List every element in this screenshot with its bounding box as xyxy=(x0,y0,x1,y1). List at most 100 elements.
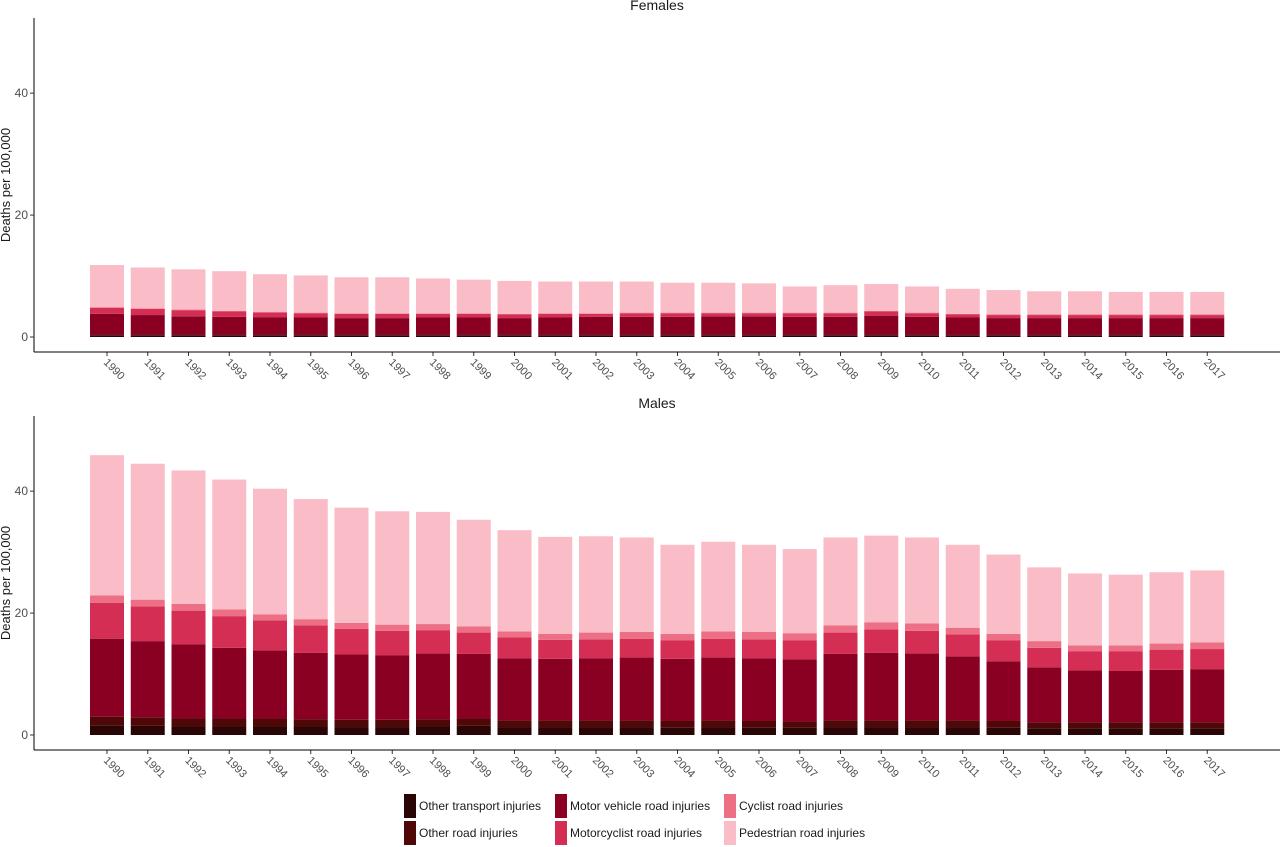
legend-item-motor-vehicle: Motor vehicle road injuries xyxy=(554,793,710,819)
males-bar-2012-motorcyclist-road-injuries xyxy=(986,640,1021,662)
females-bar-1993-cyclist-road-injuries xyxy=(212,310,247,312)
males-bar-2008-cyclist-road-injuries xyxy=(823,625,858,633)
females-bar-2005-other-transport-injuries xyxy=(701,335,736,337)
females-bar-1999-motorcyclist-road-injuries xyxy=(456,313,491,318)
males-bar-1993-motorcyclist-road-injuries xyxy=(212,616,247,648)
males-bar-2007-other-transport-injuries xyxy=(782,727,817,735)
males-bar-1991-motor-vehicle-road-injuries xyxy=(130,641,165,718)
females-y-tick-label-20: 20 xyxy=(15,208,29,222)
females-x-tick-label-1990: 1990 xyxy=(101,357,127,383)
males-bar-1994-other-transport-injuries xyxy=(253,726,287,735)
females-bar-2016-pedestrian-road-injuries xyxy=(1149,291,1184,315)
legend-item-cyclist: Cyclist road injuries xyxy=(723,793,843,819)
males-bar-1995-other-road-injuries xyxy=(293,719,328,727)
males-bar-2016-other-road-injuries xyxy=(1149,722,1184,729)
males-bar-2015-motorcyclist-road-injuries xyxy=(1108,651,1143,671)
males-bar-2006-motorcyclist-road-injuries xyxy=(742,639,776,659)
females-bar-2005-cyclist-road-injuries xyxy=(701,312,736,314)
females-bar-2003-motorcyclist-road-injuries xyxy=(619,313,654,317)
females-bar-2006-pedestrian-road-injuries xyxy=(742,283,776,313)
females-bar-2011-other-transport-injuries xyxy=(945,335,980,337)
females-bar-2007-other-road-injuries xyxy=(782,334,817,336)
females-bar-1994-motor-vehicle-road-injuries xyxy=(253,317,287,335)
males-bar-2009-cyclist-road-injuries xyxy=(864,622,899,630)
females-x-tick-label-1999: 1999 xyxy=(468,357,494,383)
legend-swatch-other-road xyxy=(403,820,417,846)
females-bar-1999-other-road-injuries xyxy=(456,334,491,336)
females-bar-2003-other-road-injuries xyxy=(619,334,654,336)
males-bar-2017-cyclist-road-injuries xyxy=(1190,642,1225,650)
females-bar-1994-other-road-injuries xyxy=(253,334,287,336)
males-bar-2017-pedestrian-road-injuries xyxy=(1190,570,1225,643)
females-bar-2016-cyclist-road-injuries xyxy=(1149,314,1184,316)
females-bar-1996-pedestrian-road-injuries xyxy=(334,277,369,314)
females-bar-1994-cyclist-road-injuries xyxy=(253,312,287,313)
females-bar-1998-pedestrian-road-injuries xyxy=(416,278,450,314)
males-bar-2001-motor-vehicle-road-injuries xyxy=(538,658,573,721)
legend-label-motorcyclist: Motorcyclist road injuries xyxy=(570,826,703,840)
males-bar-1999-cyclist-road-injuries xyxy=(456,626,491,633)
females-bar-2012-other-transport-injuries xyxy=(986,335,1021,337)
females-bar-2001-motorcyclist-road-injuries xyxy=(538,313,573,318)
females-bar-2008-cyclist-road-injuries xyxy=(823,312,858,314)
males-bar-1998-other-transport-injuries xyxy=(416,726,450,735)
females-bar-2006-cyclist-road-injuries xyxy=(742,312,776,314)
males-bar-2008-other-transport-injuries xyxy=(823,727,858,735)
females-bar-2009-motorcyclist-road-injuries xyxy=(864,311,899,316)
females-bar-2015-motorcyclist-road-injuries xyxy=(1108,315,1143,319)
males-x-tick-label-1990: 1990 xyxy=(101,755,127,781)
females-bar-2006-other-road-injuries xyxy=(742,334,776,336)
females-bar-1997-other-road-injuries xyxy=(375,334,410,336)
females-bar-2007-motorcyclist-road-injuries xyxy=(782,313,817,317)
females-bar-2017-cyclist-road-injuries xyxy=(1190,314,1225,316)
legend-item-pedestrian: Pedestrian road injuries xyxy=(723,820,865,846)
females-bar-1995-motor-vehicle-road-injuries xyxy=(293,317,328,335)
males-x-tick-label-2016: 2016 xyxy=(1160,755,1186,781)
females-bar-2001-motor-vehicle-road-injuries xyxy=(538,317,573,335)
females-bar-2005-pedestrian-road-injuries xyxy=(701,282,736,313)
females-bar-1994-other-transport-injuries xyxy=(253,335,287,337)
males-bar-1994-cyclist-road-injuries xyxy=(253,614,287,621)
females-bar-2015-other-road-injuries xyxy=(1108,334,1143,336)
females-x-tick-label-1993: 1993 xyxy=(223,357,249,383)
females-bar-2008-motorcyclist-road-injuries xyxy=(823,313,858,317)
males-bar-2008-pedestrian-road-injuries xyxy=(823,537,858,626)
females-bar-2014-motorcyclist-road-injuries xyxy=(1068,315,1102,319)
legend-swatch-other-transport xyxy=(403,793,417,819)
females-x-tick-label-2008: 2008 xyxy=(834,357,860,383)
females-bar-2013-cyclist-road-injuries xyxy=(1027,314,1062,316)
females-bar-2012-pedestrian-road-injuries xyxy=(986,290,1021,315)
males-bar-2007-pedestrian-road-injuries xyxy=(782,549,817,634)
males-bar-2005-motorcyclist-road-injuries xyxy=(701,638,736,658)
females-bar-2014-pedestrian-road-injuries xyxy=(1068,291,1102,315)
females-bar-2016-other-transport-injuries xyxy=(1149,335,1184,337)
females-bar-1992-motor-vehicle-road-injuries xyxy=(171,316,206,335)
females-bar-1992-pedestrian-road-injuries xyxy=(171,269,206,310)
males-bar-2003-motorcyclist-road-injuries xyxy=(619,638,654,658)
females-bar-2004-pedestrian-road-injuries xyxy=(660,282,695,313)
males-bar-2013-motor-vehicle-road-injuries xyxy=(1027,667,1062,723)
males-bar-2017-other-road-injuries xyxy=(1190,722,1225,729)
females-bar-2002-other-transport-injuries xyxy=(579,335,613,337)
females-bar-1991-motorcyclist-road-injuries xyxy=(130,308,165,316)
males-bar-1996-cyclist-road-injuries xyxy=(334,622,369,629)
legend-swatch-pedestrian xyxy=(723,820,737,846)
females-bar-2007-motor-vehicle-road-injuries xyxy=(782,316,817,335)
females-bar-2006-motor-vehicle-road-injuries xyxy=(742,316,776,335)
males-bar-2005-other-road-injuries xyxy=(701,720,736,728)
panel-males: Males Deaths per 100,000 1990 1991 1992 1993 1… xyxy=(0,395,1280,780)
males-bar-1996-motor-vehicle-road-injuries xyxy=(334,654,369,720)
females-bar-2013-other-transport-injuries xyxy=(1027,335,1062,337)
chart-canvas: Females Deaths per 100,000 1990 1991 1992 199… xyxy=(0,0,1280,780)
males-bar-1997-pedestrian-road-injuries xyxy=(375,511,410,625)
males-bar-2005-cyclist-road-injuries xyxy=(701,631,736,639)
females-bar-2010-other-transport-injuries xyxy=(905,335,939,337)
males-bar-2004-other-road-injuries xyxy=(660,720,695,728)
females-bar-1991-pedestrian-road-injuries xyxy=(130,267,165,309)
males-bar-2008-motor-vehicle-road-injuries xyxy=(823,653,858,721)
females-bar-2016-other-road-injuries xyxy=(1149,334,1184,336)
females-bar-2012-motor-vehicle-road-injuries xyxy=(986,318,1021,335)
legend-label-cyclist: Cyclist road injuries xyxy=(739,799,844,813)
males-y-tick-label-20: 20 xyxy=(15,606,29,620)
females-bar-2010-pedestrian-road-injuries xyxy=(905,286,939,313)
